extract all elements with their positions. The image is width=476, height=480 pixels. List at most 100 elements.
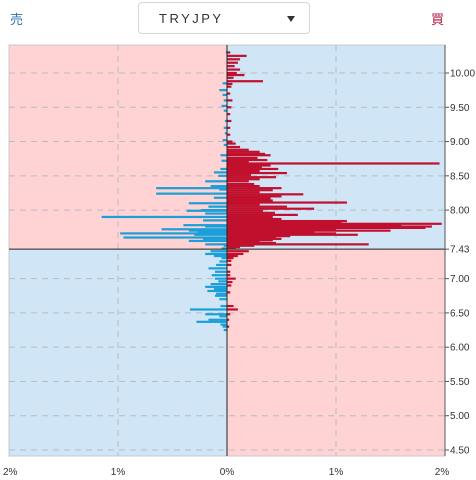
buy-bar	[227, 133, 231, 136]
sell-bar	[222, 139, 227, 142]
sell-bar	[205, 212, 227, 215]
buy-bar	[227, 229, 391, 232]
sell-bar	[223, 328, 227, 332]
sell-bar	[221, 247, 227, 250]
sell-bar	[196, 320, 227, 323]
sell-bar	[205, 180, 227, 183]
sell-bar	[211, 274, 227, 277]
y-tick-label: 5.00	[450, 411, 470, 422]
sell-bar	[216, 292, 227, 295]
buy-bar	[227, 169, 260, 173]
sell-bar	[188, 239, 227, 243]
sell-bar	[221, 256, 227, 260]
buy-bar	[227, 252, 244, 256]
buy-bar	[227, 209, 263, 212]
sell-bar	[210, 283, 227, 286]
buy-bar	[227, 215, 273, 219]
buy-side-label: 買	[430, 12, 444, 27]
sell-bar	[188, 202, 227, 205]
buy-bar	[227, 152, 266, 155]
buy-bar	[227, 167, 279, 171]
sell-bar	[120, 232, 227, 235]
buy-bar	[227, 68, 241, 71]
buy-bar	[227, 233, 358, 236]
sell-bar	[224, 132, 227, 135]
sell-bar	[213, 254, 227, 258]
x-tick-label: 1%	[111, 467, 126, 478]
buy-bar	[227, 263, 232, 267]
buy-bar	[227, 201, 347, 204]
buy-bar	[227, 158, 268, 162]
y-tick-label: 7.00	[450, 274, 470, 285]
buy-bar	[227, 150, 260, 153]
buy-bar	[227, 199, 273, 202]
sell-bar	[215, 294, 227, 297]
buy-bar	[227, 259, 232, 262]
buy-bar	[227, 80, 263, 83]
buy-bar	[227, 182, 255, 186]
sell-bar	[161, 228, 227, 231]
buy-bar	[227, 162, 440, 165]
buy-bar	[227, 76, 234, 79]
currency-pair-select[interactable]: TRYJPY	[138, 2, 310, 34]
buy-bar	[227, 241, 277, 245]
buy-bar	[227, 161, 249, 164]
buy-bar	[227, 280, 233, 284]
sell-bar	[221, 104, 227, 108]
buy-bar	[227, 193, 304, 196]
buy-bar	[227, 232, 336, 235]
sell-bar	[205, 243, 227, 246]
sell-bar	[203, 237, 227, 240]
buy-bar	[227, 73, 245, 77]
sell-bar	[203, 219, 227, 222]
buy-bar	[227, 274, 231, 277]
buy-bar	[227, 85, 232, 88]
buy-bar	[227, 325, 230, 328]
buy-bar	[227, 82, 233, 86]
buy-bar	[227, 304, 234, 308]
buy-bar	[227, 235, 291, 238]
buy-bar	[227, 240, 260, 243]
buy-bar	[227, 226, 426, 230]
buy-bar	[227, 191, 260, 194]
buy-bar	[227, 119, 232, 123]
sell-bar	[218, 174, 227, 177]
buy-bar	[227, 106, 232, 109]
buy-bar	[227, 71, 237, 75]
sell-bar	[223, 126, 227, 129]
x-tick-label: 2%	[3, 467, 18, 478]
buy-bar	[227, 313, 231, 316]
sell-bar	[219, 260, 227, 263]
buy-bar	[227, 65, 235, 68]
sell-bar	[210, 250, 227, 253]
sell-bar	[156, 192, 227, 195]
sell-bar	[205, 285, 227, 288]
sell-bar	[208, 205, 227, 208]
buy-bar	[227, 230, 315, 234]
buy-bar	[227, 58, 241, 61]
buy-bar	[227, 244, 255, 247]
buy-bar	[227, 197, 271, 200]
x-tick-label: 1%	[329, 467, 344, 478]
buy-bar	[227, 211, 275, 214]
sell-bar	[220, 167, 227, 171]
buy-bar	[227, 225, 432, 228]
buy-bar	[227, 142, 236, 145]
buy-bar	[227, 176, 277, 179]
x-tick-label: 2%	[435, 467, 450, 478]
current-price-label: 7.43	[450, 245, 470, 256]
sell-bar	[223, 244, 227, 247]
sell-bar	[220, 154, 227, 157]
sell-bar	[213, 196, 227, 199]
y-tick-label: 8.00	[450, 206, 470, 217]
buy-bar	[227, 166, 262, 169]
buy-bar	[227, 207, 315, 210]
sell-bar	[218, 280, 227, 283]
buy-bar	[227, 228, 336, 231]
buy-bar	[227, 113, 231, 116]
buy-bar	[227, 246, 236, 249]
buy-bar	[227, 187, 282, 190]
sell-bar	[208, 318, 227, 321]
buy-bar	[227, 203, 260, 206]
sell-bar	[189, 308, 227, 311]
